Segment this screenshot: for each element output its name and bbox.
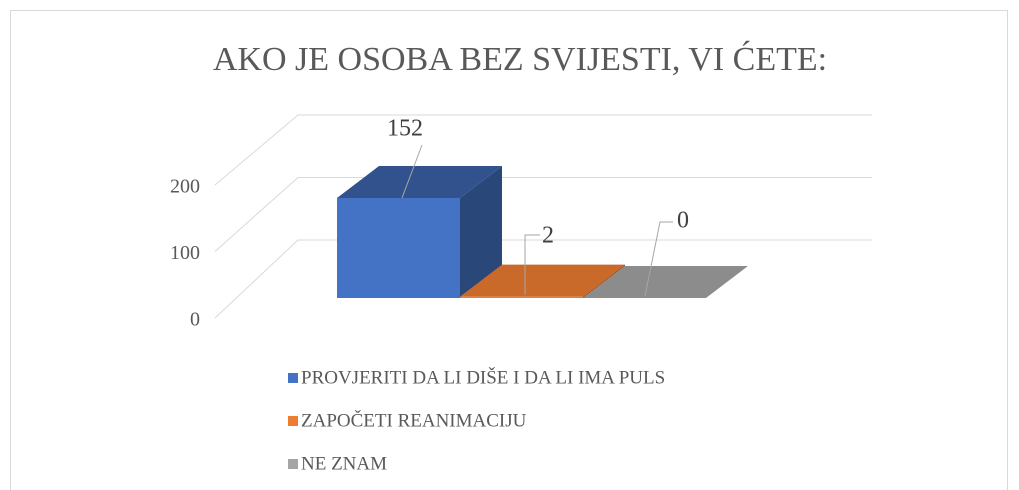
- legend-swatch: [288, 373, 298, 383]
- bar-top: [337, 165, 502, 198]
- bar-side: [583, 264, 625, 298]
- data-label: 0: [677, 208, 689, 234]
- legend-swatch: [288, 459, 298, 469]
- bar: [337, 197, 460, 298]
- grid-line: [214, 239, 872, 319]
- chart-frame: [10, 10, 1008, 490]
- bar: [460, 296, 583, 298]
- bar-top: [460, 264, 625, 297]
- y-tick-label: 100: [170, 242, 200, 264]
- leader-line: [644, 221, 673, 297]
- y-tick-label: 0: [190, 309, 200, 331]
- data-label: 2: [542, 223, 554, 249]
- leader-line: [524, 234, 540, 295]
- chart-title: AKO JE OSOBA BEZ SVIJESTI, VI ĆETE:: [213, 40, 827, 78]
- grid-line: [214, 114, 872, 186]
- legend-label: ZAPOČETI REANIMACIJU: [301, 409, 527, 431]
- leader-line: [401, 144, 423, 199]
- legend-swatch: [288, 416, 298, 426]
- bar-side: [460, 165, 502, 298]
- data-label: 152: [387, 116, 423, 142]
- y-tick-label: 200: [170, 176, 200, 198]
- legend-label: PROVJERITI DA LI DIŠE I DA LI IMA PULS: [301, 366, 665, 388]
- grid-line: [214, 177, 872, 252]
- legend-label: NE ZNAM: [301, 453, 387, 474]
- bar-top: [583, 266, 748, 298]
